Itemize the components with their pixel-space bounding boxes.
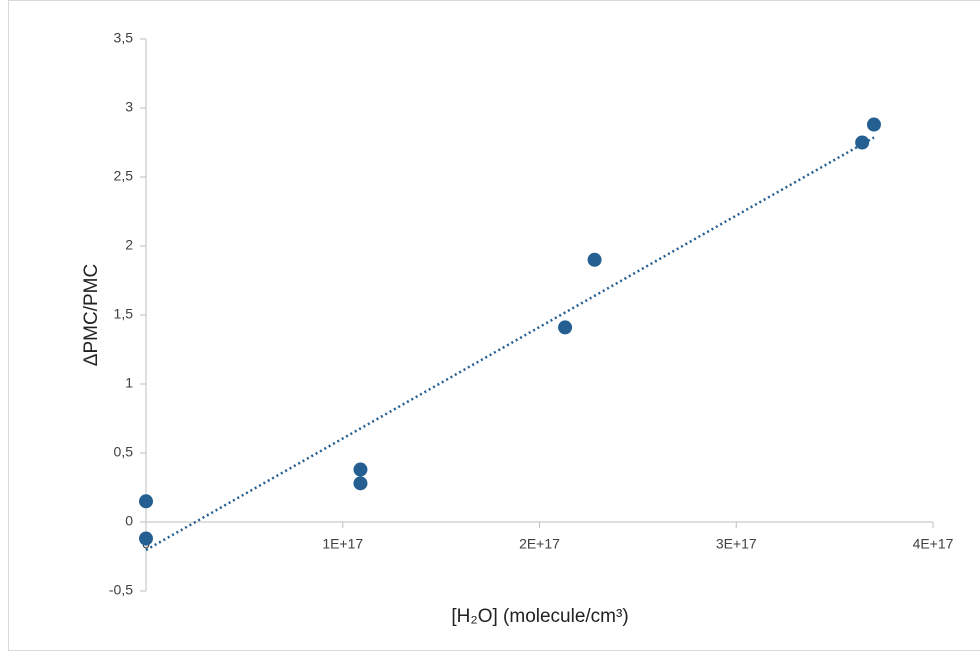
y-axis-title: ΔPMC/PMC xyxy=(81,264,102,366)
x-tick-label: 1E+17 xyxy=(322,536,363,552)
y-tick-label: 0 xyxy=(125,513,133,529)
y-tick-label: 2,5 xyxy=(114,168,134,184)
y-tick-label: 3,5 xyxy=(114,30,134,46)
point xyxy=(353,476,368,491)
x-tick-label: 2E+17 xyxy=(519,536,560,552)
x-axis-title: [H₂O] (molecule/cm³) xyxy=(451,606,628,627)
point xyxy=(139,494,153,509)
y-tick-label: 2 xyxy=(125,237,133,253)
x-tick-label: 3E+17 xyxy=(716,536,757,552)
y-tick-label: 0,5 xyxy=(114,444,134,460)
point xyxy=(855,135,870,150)
y-tick-label: -0,5 xyxy=(109,582,133,598)
point xyxy=(139,531,153,546)
y-tick-label: 3 xyxy=(125,99,133,115)
chart-border xyxy=(8,0,980,651)
point xyxy=(353,462,368,477)
x-tick-label: 4E+17 xyxy=(913,536,954,552)
point xyxy=(866,117,881,132)
y-tick-label: 1 xyxy=(125,375,133,391)
point xyxy=(587,252,602,267)
point xyxy=(558,320,573,335)
trendline xyxy=(145,136,875,552)
y-tick-label: 1,5 xyxy=(114,306,134,322)
